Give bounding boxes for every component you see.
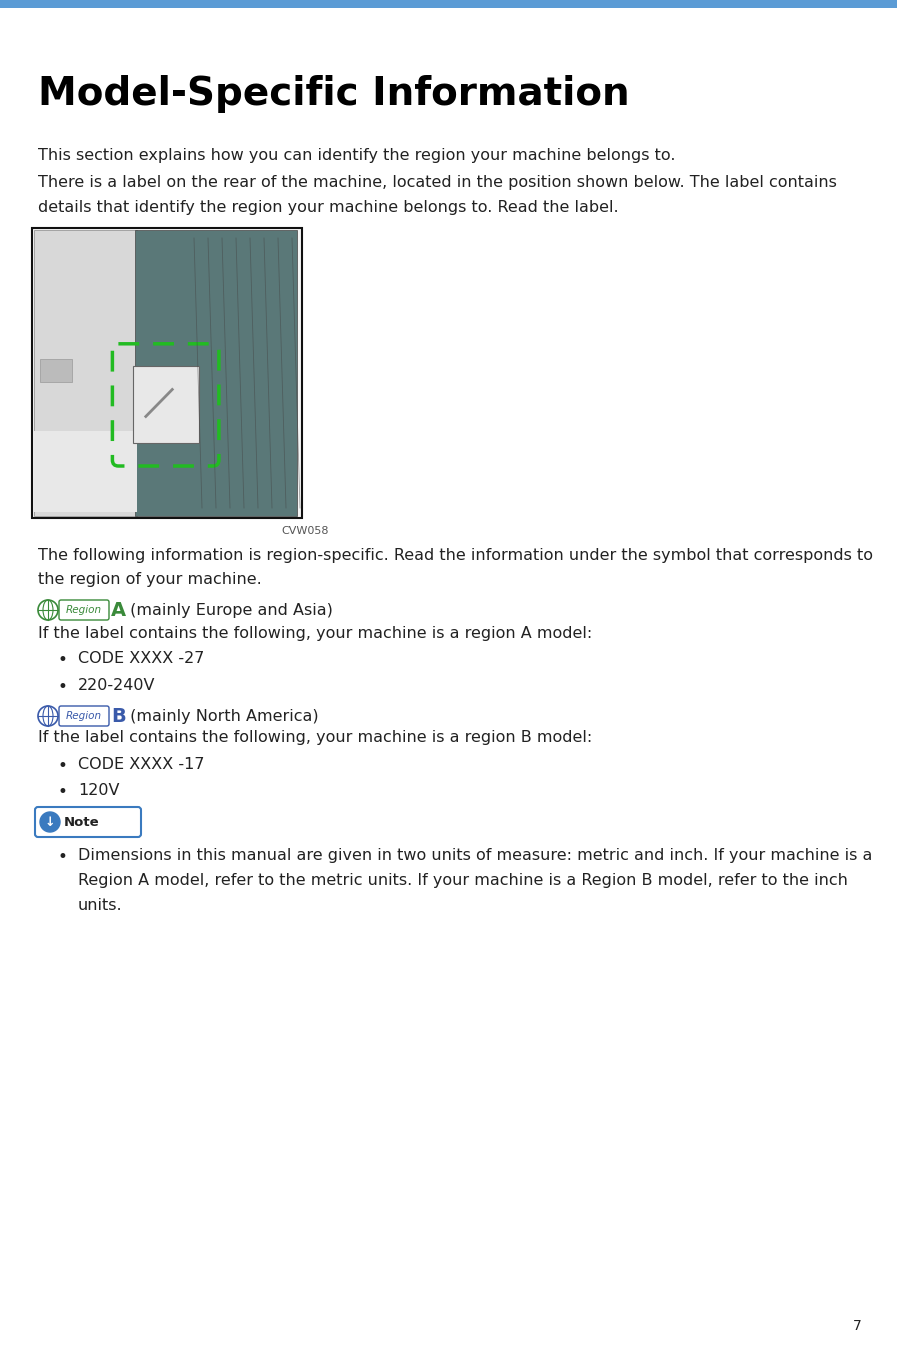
Text: •: • [58, 847, 68, 866]
Text: units.: units. [78, 898, 123, 913]
FancyBboxPatch shape [135, 230, 297, 516]
Text: (mainly Europe and Asia): (mainly Europe and Asia) [125, 603, 333, 618]
Text: A: A [111, 600, 126, 619]
FancyBboxPatch shape [34, 230, 136, 516]
Text: 7: 7 [853, 1319, 862, 1334]
Text: (mainly North America): (mainly North America) [125, 709, 318, 724]
FancyBboxPatch shape [34, 430, 136, 512]
Text: •: • [58, 756, 68, 775]
FancyBboxPatch shape [40, 359, 73, 382]
Text: There is a label on the rear of the machine, located in the position shown below: There is a label on the rear of the mach… [38, 175, 837, 190]
Text: Region: Region [66, 606, 102, 615]
Bar [0, 0, 897, 8]
Bar [32, 228, 302, 517]
Text: •: • [58, 784, 68, 801]
Text: CODE XXXX -27: CODE XXXX -27 [78, 650, 205, 665]
Text: This section explains how you can identify the region your machine belongs to.: This section explains how you can identi… [38, 148, 675, 163]
Text: CVW058: CVW058 [282, 526, 328, 536]
Text: the region of your machine.: the region of your machine. [38, 572, 262, 587]
Text: details that identify the region your machine belongs to. Read the label.: details that identify the region your ma… [38, 200, 619, 215]
Text: Region: Region [66, 712, 102, 721]
FancyBboxPatch shape [35, 807, 141, 837]
Text: CODE XXXX -17: CODE XXXX -17 [78, 756, 205, 771]
Text: If the label contains the following, your machine is a region A model:: If the label contains the following, you… [38, 626, 592, 641]
Text: 120V: 120V [78, 784, 119, 799]
Text: 220-240V: 220-240V [78, 678, 155, 693]
Text: •: • [58, 678, 68, 697]
Text: ↓: ↓ [45, 816, 56, 828]
Text: Dimensions in this manual are given in two units of measure: metric and inch. If: Dimensions in this manual are given in t… [78, 847, 873, 862]
FancyBboxPatch shape [133, 367, 199, 444]
Circle shape [40, 812, 60, 832]
Text: Model-Specific Information: Model-Specific Information [38, 75, 630, 113]
Text: •: • [58, 650, 68, 669]
Text: The following information is region-specific. Read the information under the sym: The following information is region-spec… [38, 549, 873, 564]
Text: Region A model, refer to the metric units. If your machine is a Region B model, : Region A model, refer to the metric unit… [78, 873, 848, 888]
Text: If the label contains the following, your machine is a region B model:: If the label contains the following, you… [38, 731, 592, 746]
Text: B: B [111, 706, 126, 725]
Text: Note: Note [64, 816, 100, 828]
